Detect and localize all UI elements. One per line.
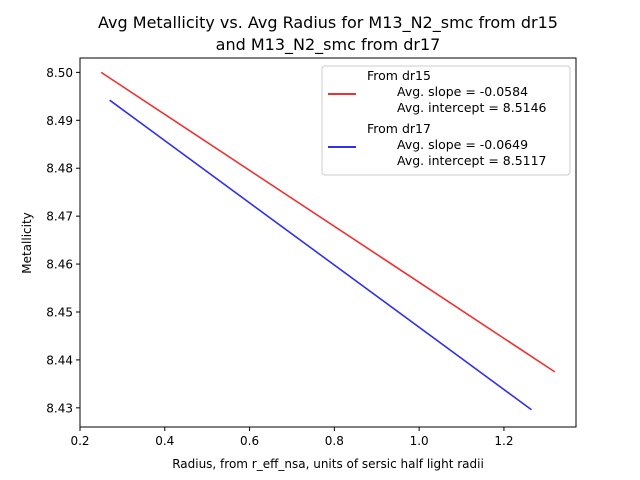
x-axis-ticks: 0.2 0.4 0.6 0.8 1.0 1.2 xyxy=(70,427,513,448)
chart-title-line-1: Avg Metallicity vs. Avg Radius for M13_N… xyxy=(98,13,558,33)
y-tick-label: 8.45 xyxy=(46,305,73,319)
x-tick-label: 0.8 xyxy=(325,434,344,448)
y-tick-label: 8.46 xyxy=(46,258,73,272)
series-line-from-dr15 xyxy=(100,71,556,373)
x-tick-label: 1.2 xyxy=(494,434,513,448)
y-tick-label: 8.50 xyxy=(46,66,73,80)
plot-lines xyxy=(100,71,556,411)
legend-box xyxy=(321,65,571,176)
x-tick-label: 1.0 xyxy=(410,434,429,448)
series-line-from-dr17 xyxy=(109,99,532,411)
y-tick-label: 8.48 xyxy=(46,162,73,176)
legend: From dr15 Avg. slope = -0.0584 Avg. inte… xyxy=(321,65,571,176)
chart-title-line-2: and M13_N2_smc from dr17 xyxy=(216,35,441,55)
y-axis-ticks: 8.43 8.44 8.45 8.46 8.47 8.48 8.49 8.50 xyxy=(46,66,80,415)
y-tick-label: 8.47 xyxy=(46,210,73,224)
y-tick-label: 8.43 xyxy=(46,401,73,415)
y-axis-label: Metallicity xyxy=(20,212,34,274)
y-tick-label: 8.44 xyxy=(46,353,73,367)
legend-entry-dr17-intercept: Avg. intercept = 8.5117 xyxy=(397,153,547,168)
x-axis-label: Radius, from r_eff_nsa, units of sersic … xyxy=(172,457,484,471)
y-tick-label: 8.49 xyxy=(46,114,73,128)
legend-entry-dr15-name: From dr15 xyxy=(367,68,431,83)
x-tick-label: 0.2 xyxy=(70,434,89,448)
x-tick-label: 0.4 xyxy=(155,434,174,448)
legend-entry-dr17-name: From dr17 xyxy=(367,121,431,136)
legend-entry-dr15-slope: Avg. slope = -0.0584 xyxy=(397,84,528,99)
plot-area-frame xyxy=(79,57,577,428)
legend-entry-dr15-intercept: Avg. intercept = 8.5146 xyxy=(397,100,547,115)
x-tick-label: 0.6 xyxy=(240,434,259,448)
legend-entry-dr17-slope: Avg. slope = -0.0649 xyxy=(397,137,528,152)
